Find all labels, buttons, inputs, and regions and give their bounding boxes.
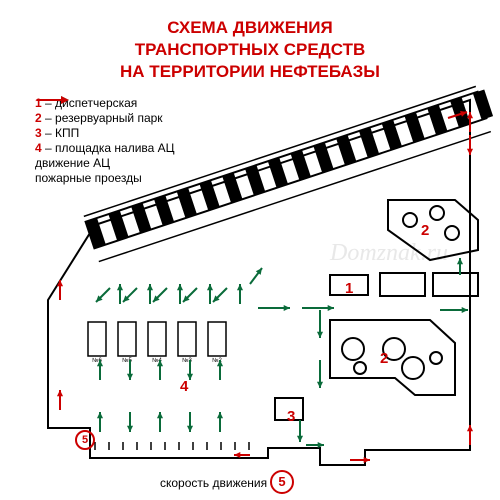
location-label: 4	[180, 378, 188, 395]
location-label: 3	[287, 408, 295, 425]
speed-label: скорость движения	[160, 476, 267, 490]
svg-text:Domznak.ru: Domznak.ru	[329, 240, 448, 266]
location-label: 2	[380, 350, 388, 367]
speed-badge-small: 5	[75, 430, 95, 450]
location-label: 2	[421, 222, 429, 239]
location-label: 1	[345, 280, 353, 297]
site-diagram: Domznak.ru№6№5№4№3№2	[0, 0, 500, 500]
speed-badge: 5	[270, 470, 294, 494]
